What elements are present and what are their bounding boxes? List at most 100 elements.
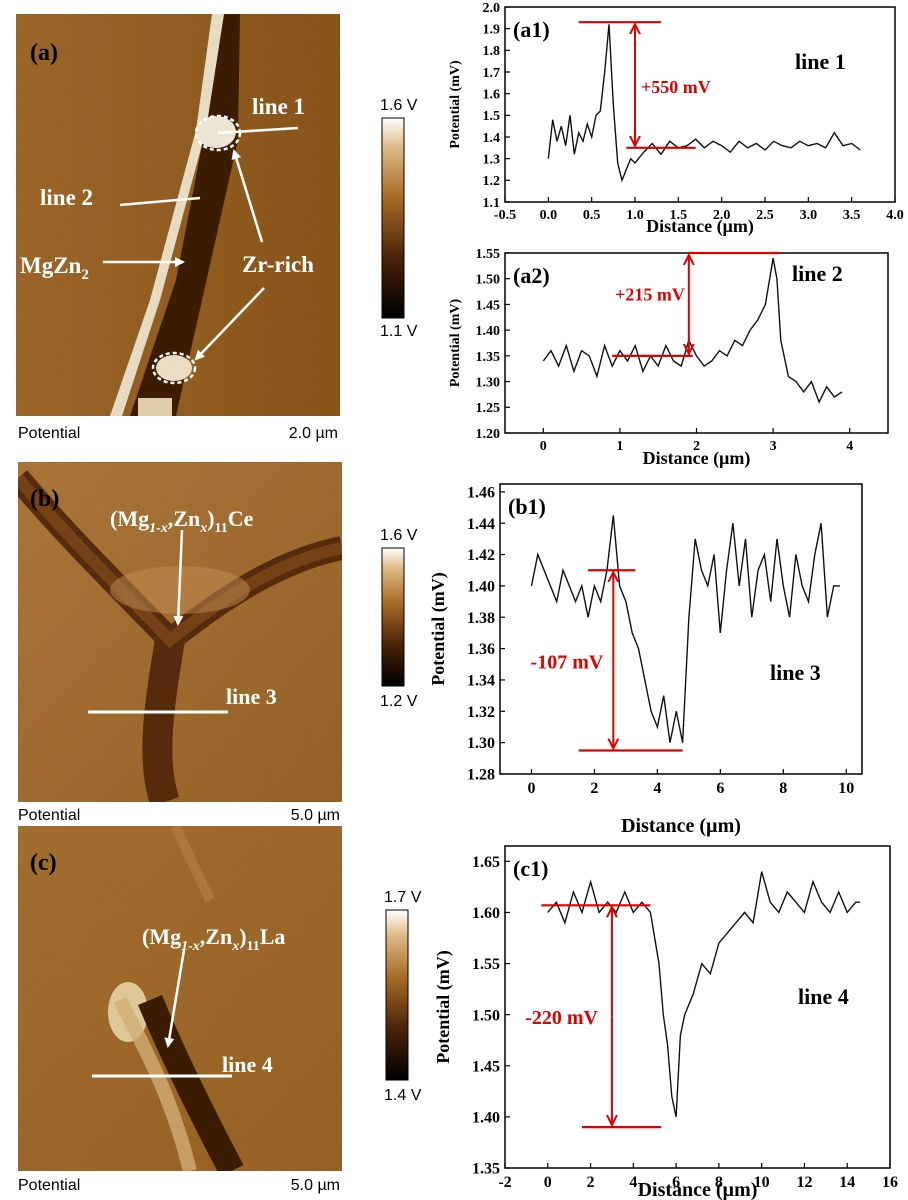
y-axis-label-b1: Potential (mV) [428, 572, 449, 685]
x-axis-label-c1: Distance (µm) [638, 1179, 758, 1200]
x-tick-label-c1: 2 [587, 1174, 595, 1191]
x-tick-label-c1: 0 [544, 1174, 552, 1191]
y-axis-label-a1: Potential (mV) [448, 60, 463, 149]
x-tick-label-a2: 4 [846, 439, 853, 454]
y-tick-label-c1: 1.35 [472, 1161, 500, 1178]
y-tick-label-a1: 1.6 [483, 88, 501, 103]
y-tick-label-b1: 1.36 [467, 641, 495, 658]
y-tick-label-a2: 1.40 [476, 324, 501, 339]
x-tick-label-a1: -0.5 [494, 208, 516, 223]
mode-label-c: Potential [18, 1177, 80, 1194]
label-phase-ce: (Mg1-x,Znx)11Ce [110, 506, 254, 536]
y-tick-label-a2: 1.30 [476, 375, 501, 390]
y-tick-label-a2: 1.35 [476, 350, 501, 365]
x-tick-label-b1: 6 [716, 780, 724, 797]
y-tick-label-a1: 1.5 [483, 109, 501, 124]
plot-frame-a1 [504, 6, 896, 203]
y-tick-label-a1: 1.4 [483, 131, 501, 146]
x-tick-label-b1: 0 [527, 780, 535, 797]
x-tick-label-a2: 1 [616, 439, 623, 454]
line-label-b1: line 3 [770, 660, 821, 685]
x-tick-label-c1: 16 [882, 1174, 898, 1191]
line-label-c1: line 4 [798, 984, 849, 1009]
scalebar-label-c: 5.0 µm [291, 1177, 340, 1194]
y-tick-label-a2: 1.50 [476, 273, 501, 288]
y-tick-label-a1: 1.2 [483, 174, 501, 189]
series-line-a2 [542, 257, 843, 404]
y-axis-label-a2: Potential (mV) [448, 299, 463, 388]
y-axis-label-c1: Potential (mV) [433, 950, 454, 1063]
scalebar-label-b: 5.0 µm [291, 807, 340, 824]
y-tick-label-b1: 1.44 [467, 516, 495, 533]
line-label-a1: line 1 [795, 49, 846, 74]
series-line-b1 [530, 515, 840, 743]
annotation-a2: +215 mV [615, 284, 685, 304]
y-tick-label-b1: 1.40 [467, 578, 495, 595]
colorbar-c: 1.7 V 1.4 V [384, 889, 422, 1104]
y-tick-label-a1: 1.9 [483, 23, 501, 38]
y-tick-label-b1: 1.34 [467, 673, 495, 690]
y-tick-label-c1: 1.40 [472, 1109, 500, 1126]
annotation-a1: +550 mV [641, 77, 711, 97]
x-axis-label-b1: Distance (µm) [621, 815, 741, 837]
label-line-1: line 1 [252, 94, 305, 119]
panel-label-a2: (a2) [513, 263, 550, 288]
series-line-a1 [547, 24, 861, 183]
x-tick-label-a1: 2.5 [756, 208, 774, 223]
panel-label-a: (a) [30, 40, 58, 66]
x-tick-label-a1: 2.0 [713, 208, 731, 223]
chart-b1: 0 2 4 6 8 10 1.28 1.30 1.32 1.34 1.36 1.38 1.40 1.42 1… [428, 483, 863, 837]
colorbar-c-min: 1.4 V [384, 1087, 422, 1104]
colorbar-b: 1.6 V 1.2 V [380, 527, 418, 710]
colorbar-c-max: 1.7 V [384, 889, 422, 906]
x-tick-label-a2: 3 [770, 439, 777, 454]
y-tick-label-b1: 1.38 [467, 610, 495, 627]
y-tick-label-a2: 1.20 [476, 427, 501, 442]
mode-label-a: Potential [18, 425, 80, 442]
y-tick-label-a1: 1.8 [483, 44, 501, 59]
y-tick-label-b1: 1.46 [467, 484, 495, 501]
y-tick-label-c1: 1.60 [472, 905, 500, 922]
x-tick-label-c1: 12 [796, 1174, 812, 1191]
x-tick-label-a2: 0 [540, 439, 547, 454]
afm-map-a: (a) line 1 line 2 MgZn2 Zr-rich Potentia… [16, 14, 340, 442]
x-tick-label-b1: 8 [779, 780, 787, 797]
x-tick-label-a1: 0.0 [540, 208, 558, 223]
x-tick-label-a1: 1.0 [626, 208, 644, 223]
line-label-a2: line 2 [792, 261, 843, 286]
afm-map-b: (b) (Mg1-x,Znx)11Ce line 3 Potential 5.0… [8, 462, 345, 824]
x-tick-label-c1: -2 [498, 1174, 511, 1191]
x-tick-label-a1: 0.5 [583, 208, 601, 223]
annotation-c1: -220 mV [525, 1007, 598, 1029]
mode-label-b: Potential [18, 807, 80, 824]
y-tick-label-a1: 2.0 [483, 1, 501, 16]
annotation-b1: -107 mV [531, 651, 604, 673]
plot-frame-c1 [504, 845, 891, 1169]
panel-label-b: (b) [30, 486, 59, 512]
x-tick-label-b1: 4 [653, 780, 661, 797]
colorbar-a-max: 1.6 V [380, 97, 418, 114]
x-axis-label-a2: Distance (µm) [643, 448, 751, 469]
y-tick-label-c1: 1.50 [472, 1007, 500, 1024]
y-tick-label-c1: 1.55 [472, 956, 500, 973]
panel-label-c1: (c1) [513, 856, 548, 881]
y-tick-label-b1: 1.42 [467, 547, 495, 564]
x-tick-label-c1: 14 [839, 1174, 855, 1191]
y-tick-label-a1: 1.7 [483, 66, 501, 81]
x-tick-label-c1: 6 [672, 1174, 680, 1191]
y-tick-label-a1: 1.1 [483, 196, 501, 211]
colorbar-b-min: 1.2 V [380, 693, 418, 710]
label-line-2: line 2 [40, 185, 93, 210]
y-tick-label-a2: 1.45 [476, 298, 501, 313]
chart-a2: 0 1 2 3 4 1.20 1.25 1.30 1.35 1.40 1.45 1.50 1.55 Dis… [448, 247, 889, 469]
x-tick-label-a1: 1.5 [670, 208, 688, 223]
x-tick-label-a1: 4.0 [886, 208, 904, 223]
colorbar-a: 1.6 V 1.1 V [380, 97, 418, 340]
y-tick-label-b1: 1.32 [467, 704, 495, 721]
x-tick-label-a1: 3.5 [843, 208, 861, 223]
x-tick-label-c1: 8 [715, 1174, 723, 1191]
x-tick-label-c1: 10 [754, 1174, 770, 1191]
afm-map-c: (c) (Mg1-x,Znx)11La line 4 Potential 5.0… [18, 823, 342, 1194]
x-tick-label-b1: 2 [590, 780, 598, 797]
